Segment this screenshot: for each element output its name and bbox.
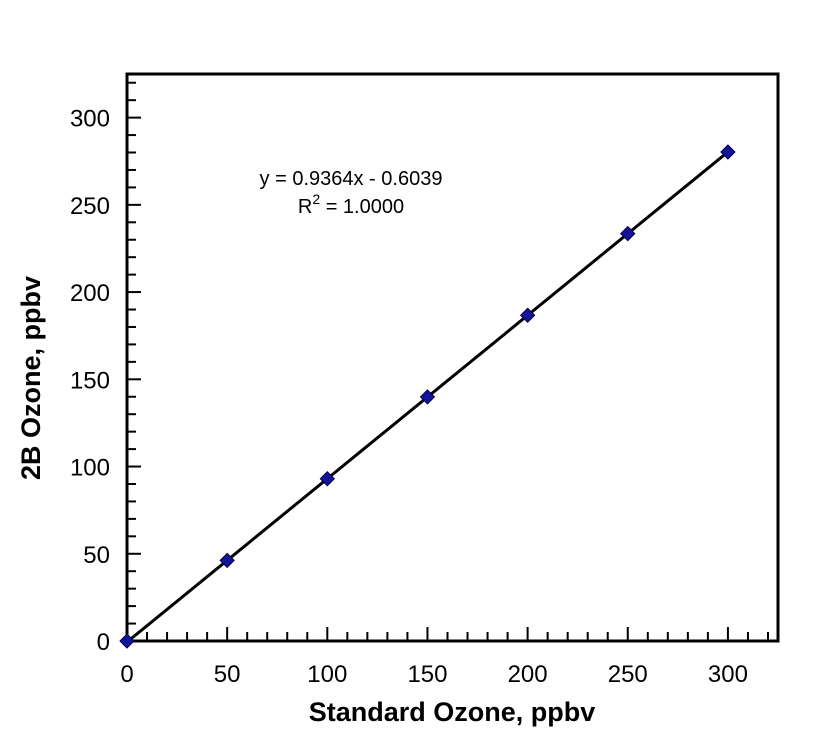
y-tick-label: 150 <box>70 367 110 394</box>
x-tick-label: 200 <box>508 661 548 688</box>
x-axis-title: Standard Ozone, ppbv <box>309 697 596 727</box>
x-tick-label: 250 <box>608 661 648 688</box>
data-point-diamond <box>419 389 436 405</box>
r-squared-base: R <box>298 196 312 218</box>
x-tick-label: 0 <box>120 661 133 688</box>
y-tick-label: 0 <box>97 629 110 656</box>
data-point-diamond <box>519 307 536 323</box>
y-tick-label: 100 <box>70 455 110 482</box>
x-tick-label: 150 <box>407 661 447 688</box>
x-tick-label: 300 <box>708 661 748 688</box>
plot-frame <box>125 72 780 643</box>
x-tick-label: 50 <box>214 661 241 688</box>
r-squared-superscript: 2 <box>312 191 320 207</box>
data-point-diamond <box>119 633 135 649</box>
y-tick-label: 50 <box>83 542 110 569</box>
data-point-diamond <box>720 144 736 160</box>
y-axis-title: 2B Ozone, ppbv <box>16 276 46 480</box>
y-tick-label: 250 <box>70 193 110 220</box>
data-point-diamond <box>620 225 636 242</box>
data-point-diamond <box>219 552 235 569</box>
trendline-equation: y = 0.9364x - 0.6039 <box>260 168 443 190</box>
data-point-diamond <box>319 471 336 487</box>
x-tick-label: 100 <box>307 661 347 688</box>
r-squared-value: = 1.0000 <box>320 196 404 218</box>
y-tick-label: 200 <box>70 280 110 307</box>
r-squared-label: R2 = 1.0000 <box>298 191 404 218</box>
y-tick-label: 300 <box>70 106 110 133</box>
